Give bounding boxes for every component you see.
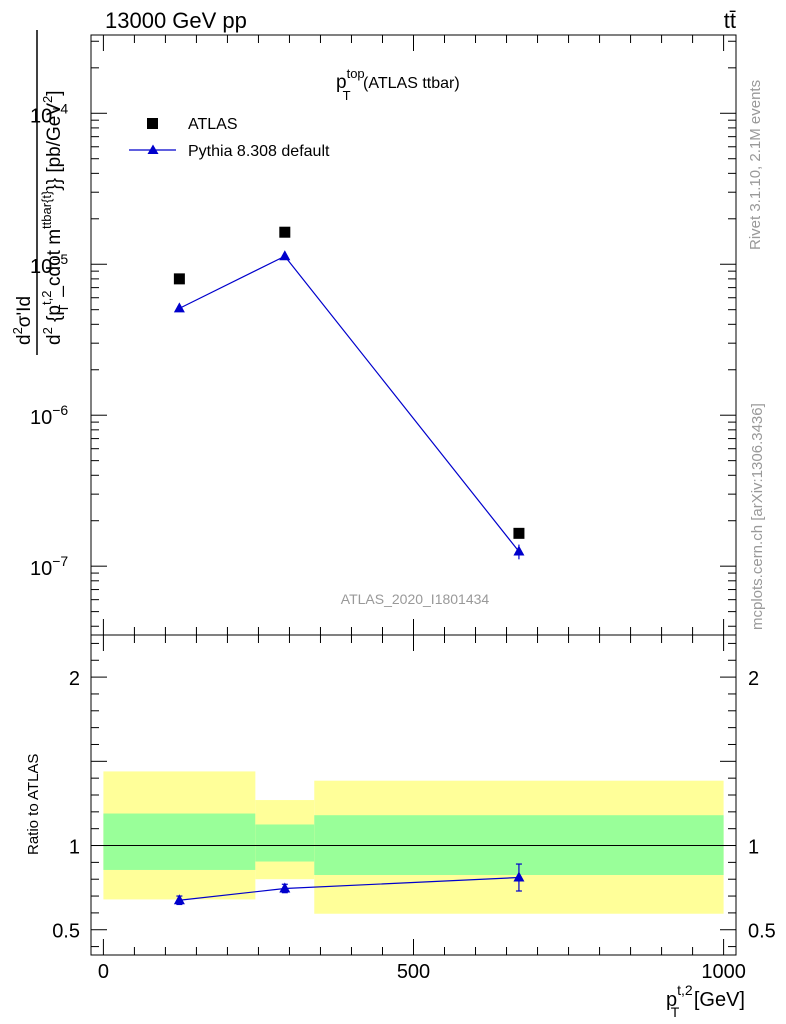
ratio-panel-marks bbox=[173, 863, 525, 906]
mcplots-label: mcplots.cern.ch [arXiv:1306.3436] bbox=[749, 403, 766, 630]
ratio-y-tick-label-left: 0.5 bbox=[52, 921, 80, 943]
chart-title-sub: T bbox=[343, 88, 351, 103]
y-tick-label: 10−7 bbox=[30, 553, 68, 580]
legend-marker-pythia bbox=[147, 144, 159, 154]
header-right: tt̄ bbox=[724, 8, 736, 33]
x-tick-label: 0 bbox=[98, 961, 109, 983]
atlas-point bbox=[279, 226, 291, 238]
main-y-axis-label: d2σ'Id d2 {pt,2T_cdot mttbar{t}}} [pb/Ge… bbox=[10, 30, 71, 355]
rivet-label: Rivet 3.1.10, 2.1M events bbox=[747, 80, 764, 250]
atlas-point bbox=[513, 527, 525, 539]
pythia-point bbox=[173, 302, 185, 313]
chart-title-sup: top bbox=[347, 66, 365, 81]
ratio-y-tick-label-right: 1 bbox=[748, 837, 759, 859]
y-tick-label: 10−5 bbox=[30, 251, 68, 278]
x-axis-label: pt,2 T [GeV] bbox=[666, 982, 745, 1020]
pythia-point bbox=[279, 250, 291, 261]
y-label-numerator: d2σ'Id bbox=[10, 296, 35, 345]
chart-title-main: p bbox=[336, 72, 347, 93]
header-left: 13000 GeV pp bbox=[105, 8, 247, 33]
legend: ATLAS Pythia 8.308 default bbox=[129, 116, 330, 160]
ratio-y-axis-label: Ratio to ATLAS bbox=[25, 754, 42, 855]
ratio-panel-frame bbox=[90, 634, 737, 956]
y-tick-label: 10−4 bbox=[30, 100, 68, 127]
ratio-y-tick-label-left: 1 bbox=[69, 837, 80, 859]
chart-title-rest: (ATLAS ttbar) bbox=[359, 75, 460, 92]
ratio-band-inner bbox=[255, 824, 315, 862]
chart-title: ptop T (ATLAS ttbar) bbox=[336, 66, 460, 103]
y-label-denominator: d2 {pt,2T_cdot mttbar{t}}} [pb/GeV2] bbox=[39, 90, 71, 345]
main-panel-ticks: 10−7 10−6 10−5 10−4 bbox=[30, 35, 736, 635]
pythia-ratio-point bbox=[173, 894, 185, 905]
legend-label-pythia: Pythia 8.308 default bbox=[188, 143, 330, 160]
main-panel-marks bbox=[173, 226, 525, 560]
ratio-y-tick-label-right: 2 bbox=[748, 668, 759, 690]
pythia-ratio-point bbox=[279, 882, 291, 893]
legend-label-atlas: ATLAS bbox=[188, 116, 238, 133]
ratio-band-inner bbox=[103, 813, 256, 870]
x-tick-label: 500 bbox=[397, 961, 430, 983]
atlas-point bbox=[173, 273, 185, 285]
pythia-ratio-point bbox=[513, 871, 525, 882]
pythia-line bbox=[179, 255, 520, 552]
pythia-point bbox=[513, 545, 525, 556]
analysis-watermark: ATLAS_2020_I1801434 bbox=[341, 591, 490, 607]
ratio-y-tick-label-left: 2 bbox=[69, 668, 80, 690]
y-tick-label: 10−6 bbox=[30, 402, 68, 429]
ratio-panel-bands bbox=[91, 771, 736, 914]
x-tick-labels: 0 500 1000 bbox=[98, 961, 746, 983]
ratio-y-tick-label-right: 0.5 bbox=[748, 921, 776, 943]
ratio-panel-ticks: 0.5 0.5 1 1 2 2 bbox=[52, 635, 776, 955]
x-tick-label: 1000 bbox=[701, 961, 746, 983]
legend-marker-atlas bbox=[147, 118, 158, 129]
